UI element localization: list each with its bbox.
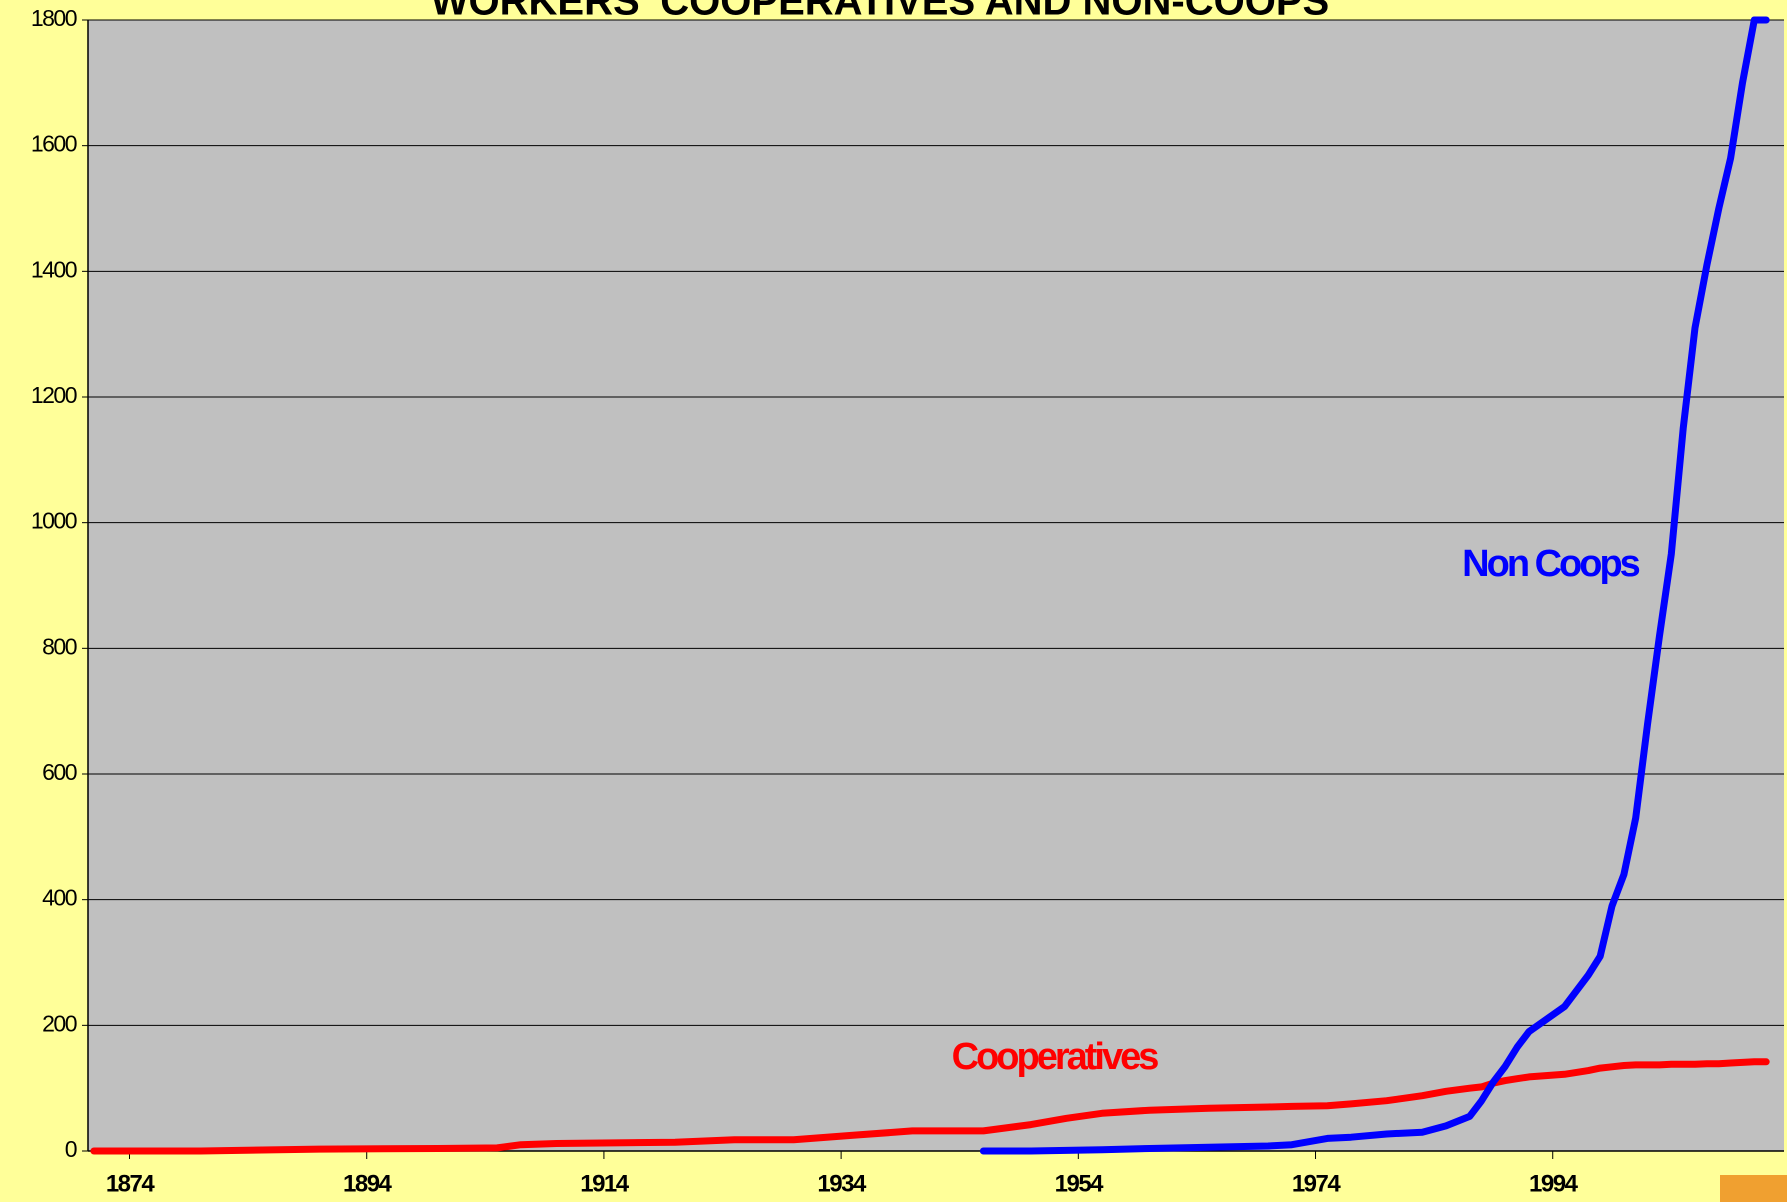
x-tick-label: 1914 (580, 1170, 630, 1197)
plot-area (88, 20, 1784, 1151)
x-tick-label: 1894 (343, 1170, 393, 1197)
y-tick-label: 800 (42, 633, 77, 659)
data-line (90, 1058, 1770, 1155)
y-tick-label: 1200 (31, 382, 77, 408)
y-tick-label: 1000 (31, 508, 77, 534)
x-tick-label: 1874 (106, 1170, 156, 1197)
y-tick-label: 1400 (31, 256, 77, 282)
series-label: Cooperatives (952, 1036, 1159, 1078)
corner-image (1720, 1175, 1787, 1202)
x-tick-label: 1954 (1055, 1170, 1105, 1197)
y-tick-label: 400 (42, 885, 77, 911)
x-tick-label: 1934 (817, 1170, 867, 1197)
series-label: Non Coops (1462, 543, 1640, 585)
y-tick-label: 1800 (31, 5, 77, 31)
y-tick-label: 1600 (31, 131, 77, 157)
data-line (979, 16, 1770, 1155)
x-tick-label: 1994 (1529, 1170, 1579, 1197)
y-tick-label: 200 (42, 1010, 77, 1036)
y-tick-label: 0 (65, 1136, 77, 1162)
y-tick-label: 600 (42, 759, 77, 785)
chart-title: WORKERS' COOPERATIVES AND NON-COOPS (431, 0, 1329, 24)
x-tick-label: 1974 (1292, 1170, 1342, 1197)
